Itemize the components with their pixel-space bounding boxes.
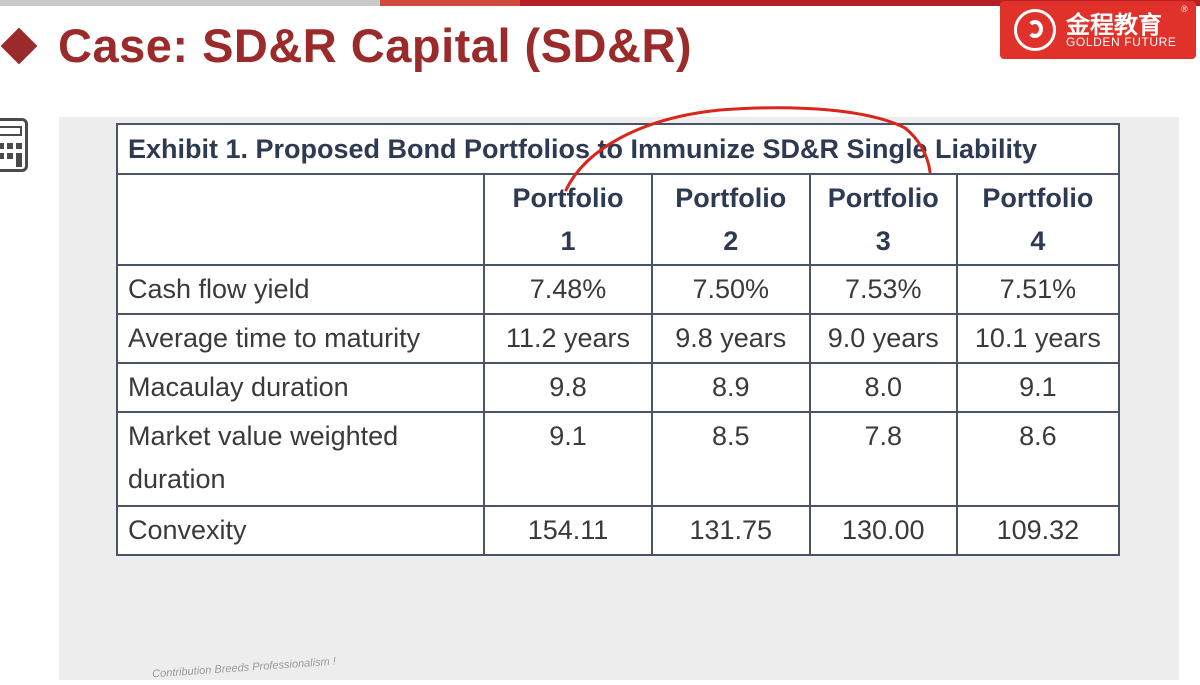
row-label-line: Market value weighted [128,421,399,451]
strip-segment-red [520,0,1200,6]
table-cell: 8.9 [650,362,811,413]
table-cell: 9.1 [955,362,1121,413]
row-label: Macaulay duration [115,362,486,413]
top-color-strip [0,0,1200,6]
logo-english-name: GOLDEN FUTURE [1066,35,1177,49]
table-cell: 8.5 [650,411,811,507]
table-cell: 8.6 [955,411,1121,507]
column-header-number: 2 [723,225,739,256]
logo-emblem-icon [1014,9,1056,51]
golden-future-logo: 金程教育 ® GOLDEN FUTURE [1000,1,1196,59]
table-cell: 7.51% [955,264,1121,315]
table-cell: 7.8 [808,411,958,507]
row-label: Cash flow yield [115,264,486,315]
strip-segment-orange [380,0,520,6]
row-label-line: duration [128,464,226,494]
slide-title: Case: SD&R Capital (SD&R) [58,19,693,72]
row-label: Average time to maturity [115,313,486,364]
column-header-portfolio-4: Portfolio 4 [955,173,1121,266]
strip-segment-gray [0,0,380,6]
table-cell: 7.48% [483,264,653,315]
table-cell: 130.00 [808,505,958,556]
column-header-line: Portfolio [827,182,939,213]
logo-chinese-name: 金程教育 [1066,11,1162,39]
table-row-cash-flow-yield: Cash flow yield 7.48% 7.50% 7.53% 7.51% [115,264,1121,315]
logo-registered-mark: ® [1181,4,1188,14]
table-row-market-value-weighted-duration: Market value weighted duration 9.1 8.5 7… [115,411,1121,507]
table-row-average-time-to-maturity: Average time to maturity 11.2 years 9.8 … [115,313,1121,364]
table-cell: 7.53% [808,264,958,315]
column-header-portfolio-1: Portfolio 1 [483,173,653,266]
table-cell: 7.50% [650,264,811,315]
column-header-number: 4 [1030,225,1046,256]
column-header-line: Portfolio [512,182,624,213]
header-empty-cell [115,173,486,266]
table-cell: 109.32 [955,505,1121,556]
table-row-macaulay-duration: Macaulay duration 9.8 8.9 8.0 9.1 [115,362,1121,413]
table-cell: 9.0 years [808,313,958,364]
table-cell: 131.75 [650,505,811,556]
table-cell: 8.0 [808,362,958,413]
calculator-screen [0,126,22,136]
table-row-convexity: Convexity 154.11 131.75 130.00 109.32 [115,505,1121,556]
column-header-portfolio-2: Portfolio 2 [650,173,811,266]
table-cell: 9.1 [483,411,653,507]
column-header-line: Portfolio [982,182,1094,213]
calculator-icon[interactable] [0,118,28,172]
calculator-keys [0,143,22,167]
table-cell: 10.1 years [955,313,1121,364]
column-header-number: 3 [875,225,891,256]
column-header-line: Portfolio [675,182,787,213]
row-label: Convexity [115,505,486,556]
table-cell: 9.8 years [650,313,811,364]
column-header-portfolio-3: Portfolio 3 [808,173,958,266]
table-cell: 154.11 [483,505,653,556]
column-header-number: 1 [560,225,576,256]
title-bullet-icon [0,27,38,65]
table-cell: 9.8 [483,362,653,413]
exhibit-table: Exhibit 1. Proposed Bond Portfolios to I… [115,123,1121,556]
row-label: Market value weighted duration [115,411,486,507]
exhibit-caption: Exhibit 1. Proposed Bond Portfolios to I… [116,123,1120,175]
table-cell: 11.2 years [483,313,653,364]
